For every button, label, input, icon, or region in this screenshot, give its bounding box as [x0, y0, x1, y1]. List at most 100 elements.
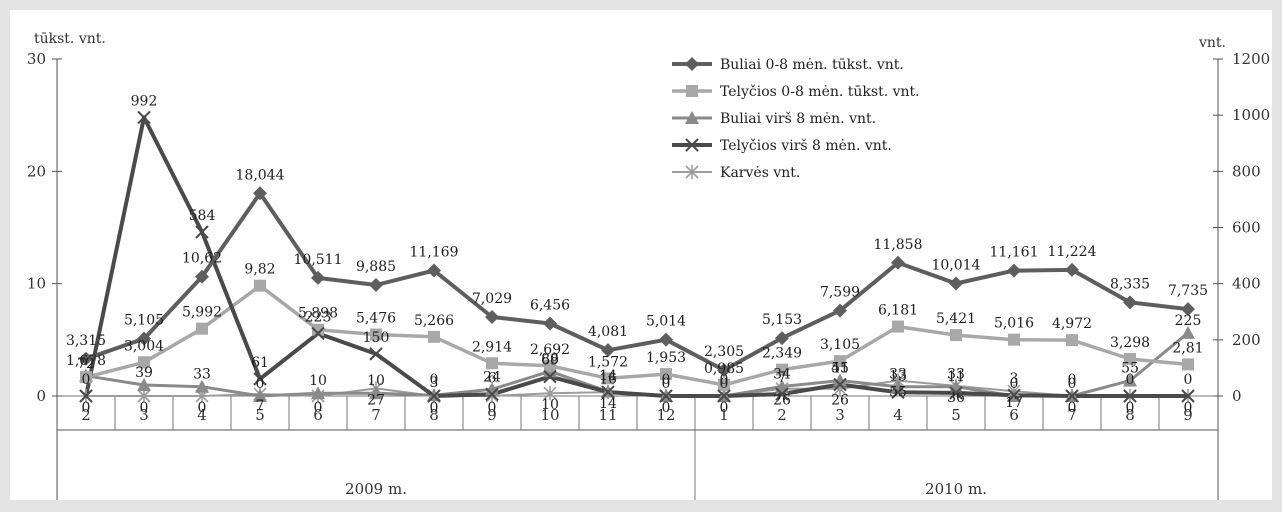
data-label-series-5: 36 [947, 390, 965, 406]
right-tick-label: 0 [1232, 387, 1242, 405]
data-label-series-2: 5,266 [414, 313, 454, 329]
data-label-series-3: 0 [720, 376, 729, 392]
data-label-series-3: 33 [193, 367, 211, 383]
month-label: 8 [429, 406, 439, 424]
data-point-series-4 [195, 225, 209, 239]
data-point-series-4 [717, 389, 731, 403]
data-label-series-1: 5,105 [124, 313, 164, 329]
data-point-series-2 [486, 357, 498, 370]
year-label: 2009 m. [345, 480, 407, 498]
right-tick-label: 400 [1232, 275, 1261, 293]
data-point-series-4 [1123, 389, 1137, 403]
data-label-series-4: 0 [82, 372, 91, 388]
data-label-series-2: 3,298 [1110, 335, 1150, 351]
data-point-series-2 [834, 355, 846, 368]
data-point-series-3 [1181, 325, 1195, 339]
data-label-series-5: 0 [1068, 400, 1077, 416]
left-tick-label: 10 [27, 275, 46, 293]
legend-label: Telyčios virš 8 mėn. vnt. [720, 137, 892, 154]
data-label-series-4: 61 [251, 355, 269, 371]
month-label: 9 [487, 406, 497, 424]
data-label-series-1: 10,62 [182, 251, 222, 267]
data-label-series-3: 72 [77, 356, 95, 372]
data-label-series-5: 0 [140, 400, 149, 416]
data-label-series-2: 2,692 [530, 342, 570, 358]
data-label-series-1: 11,161 [990, 245, 1039, 261]
data-point-series-1 [253, 186, 267, 201]
data-label-series-4: 0 [1068, 372, 1077, 388]
data-label-series-2: 2,349 [762, 346, 802, 362]
data-label-series-5: 26 [773, 393, 791, 409]
series-lines-layer [84, 115, 1189, 398]
data-point-series-4 [949, 386, 963, 400]
legend-label: Buliai 0-8 mėn. tūkst. vnt. [720, 57, 904, 73]
data-label-series-4: 7 [778, 370, 787, 386]
data-point-series-4 [659, 389, 673, 403]
data-point-series-4 [485, 387, 499, 402]
data-point-series-2 [428, 330, 440, 343]
left-tick-label: 0 [36, 387, 46, 405]
data-label-series-1: 9,885 [356, 259, 396, 275]
data-point-series-2 [602, 372, 614, 385]
data-label-series-5: 0 [662, 400, 671, 416]
data-point-series-4 [253, 372, 267, 386]
data-label-series-5: 0 [720, 400, 729, 416]
data-point-series-2 [776, 363, 788, 376]
data-label-series-1: 2,305 [704, 344, 744, 360]
data-point-series-2 [1124, 352, 1136, 365]
data-point-series-4 [891, 385, 905, 400]
left-tick-label: 20 [27, 162, 46, 180]
legend-label: Telyčios 0-8 mėn. tūkst. vnt. [720, 84, 920, 100]
month-label: 6 [1009, 406, 1019, 424]
data-point-series-2 [312, 323, 324, 336]
data-point-series-1 [833, 303, 847, 318]
data-point-series-4 [833, 377, 847, 392]
data-label-series-1: 11,169 [410, 245, 459, 261]
year-label: 2010 m. [925, 480, 987, 498]
data-label-series-4: 0 [1184, 372, 1193, 388]
legend-item: Karvės vnt. [672, 165, 800, 181]
data-label-series-1: 8,335 [1110, 276, 1150, 292]
data-point-series-2 [892, 320, 904, 333]
data-label-series-2: 5,421 [936, 311, 976, 327]
month-label: 1 [719, 406, 729, 424]
data-label-series-4: 69 [541, 353, 559, 369]
data-point-series-3 [195, 379, 209, 393]
data-label-series-4: 223 [305, 309, 332, 325]
data-point-series-4 [601, 385, 615, 399]
data-point-series-5 [543, 386, 557, 401]
data-label-series-3: 24 [483, 369, 501, 385]
data-point-series-1 [891, 255, 905, 270]
data-label-series-4: 13 [889, 368, 907, 384]
data-label-series-3: 0 [662, 376, 671, 392]
legend-marker [685, 165, 699, 179]
data-point-series-1 [659, 332, 673, 347]
data-point-series-4 [1065, 389, 1079, 403]
data-point-series-1 [79, 351, 93, 366]
data-point-series-2 [1008, 333, 1020, 346]
data-label-series-3: 33 [889, 367, 907, 383]
data-label-series-4: 992 [131, 93, 158, 109]
data-point-series-2 [1182, 358, 1194, 371]
data-point-series-1 [427, 263, 441, 278]
month-label: 3 [139, 406, 149, 424]
legend-marker [685, 111, 699, 124]
data-label-series-4: 41 [831, 360, 849, 376]
legend-marker [686, 85, 698, 97]
data-point-series-4 [427, 389, 441, 403]
right-tick-label: 1200 [1232, 50, 1270, 68]
data-label-series-2: 2,914 [472, 339, 512, 355]
data-label-series-5: 17 [1005, 395, 1023, 411]
legend: Buliai 0-8 mėn. tūkst. vnt. Telyčios 0-8 … [672, 57, 920, 181]
data-label-series-2: 3,004 [124, 338, 164, 354]
data-label-series-2: 5,476 [356, 310, 396, 326]
right-tick-label: 800 [1232, 162, 1261, 180]
data-label-series-1: 7,029 [472, 291, 512, 307]
month-label: 4 [197, 406, 207, 424]
data-label-series-5: 14 [599, 396, 617, 412]
data-label-series-2: 0,985 [704, 361, 744, 377]
data-label-series-4: 0 [1126, 372, 1135, 388]
month-label: 9 [1183, 406, 1193, 424]
